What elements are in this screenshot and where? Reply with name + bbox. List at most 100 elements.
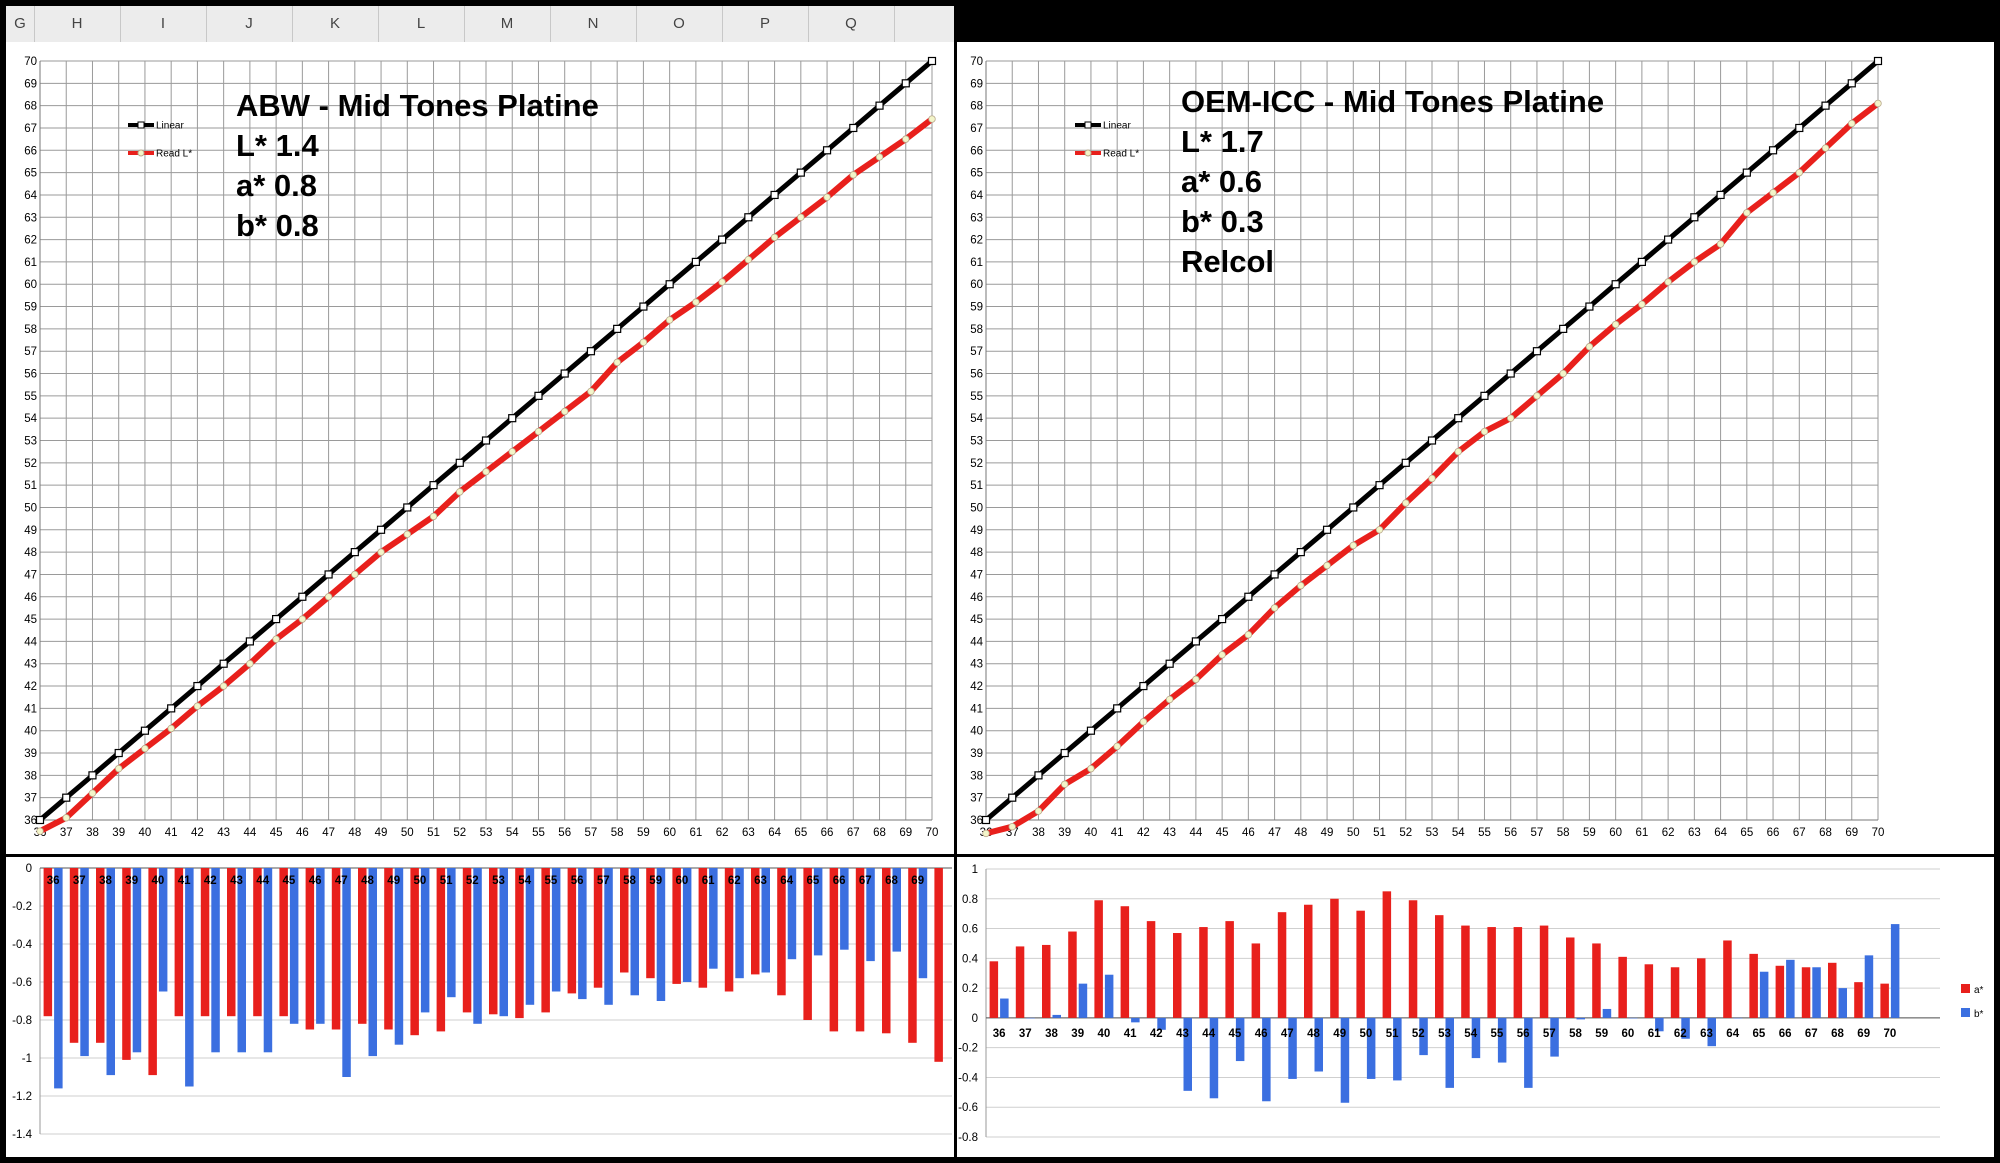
bar — [1602, 1008, 1612, 1018]
chart-oem-ab-bars: 1 0.8 0.6 0.4 0.2 0 -0.2 -0.4 -0.6 -0.8 36 37 38 39 40… — [957, 857, 1994, 1157]
x-tick-label: 63 — [1700, 1028, 1713, 1040]
x-tick-label: 52 — [1412, 1028, 1425, 1040]
y-tick-label: 49 — [24, 525, 37, 537]
data-point — [1218, 614, 1227, 624]
x-tick-label: 50 — [414, 875, 427, 887]
y-tick-label: -0.2 — [958, 1043, 978, 1055]
column-header-o[interactable]: O — [636, 6, 723, 42]
column-header-k[interactable]: K — [292, 6, 379, 42]
x-tick-label: 46 — [1242, 827, 1255, 839]
bar — [1539, 925, 1549, 1018]
data-point — [219, 659, 228, 668]
y-tick-label: 47 — [24, 569, 37, 581]
x-tick-label: 52 — [1399, 827, 1412, 839]
bar — [1157, 1017, 1166, 1030]
data-point — [875, 101, 884, 110]
data-point — [1034, 771, 1043, 780]
data-point — [1427, 436, 1437, 445]
column-header-l[interactable]: L — [378, 6, 465, 42]
bar — [1104, 974, 1114, 1018]
x-tick-label: 55 — [1478, 827, 1491, 839]
x-tick-label: 70 — [926, 827, 939, 839]
column-header-g[interactable]: G — [6, 6, 35, 42]
series-b-star — [1000, 924, 1900, 1103]
data-point — [1480, 391, 1489, 400]
y-tick-label: 63 — [970, 212, 983, 224]
bar — [1366, 1017, 1376, 1079]
data-point — [508, 447, 516, 456]
bar — [604, 868, 613, 1005]
y-tick-label: 70 — [24, 56, 37, 68]
bar — [892, 868, 901, 952]
data-point — [691, 257, 700, 267]
x-tick-label: 56 — [571, 875, 584, 887]
column-header-p[interactable]: P — [722, 6, 809, 42]
bar — [620, 868, 629, 973]
data-point — [508, 414, 517, 423]
bar — [1199, 927, 1208, 1018]
column-header-j[interactable]: J — [206, 6, 293, 42]
bar — [672, 868, 681, 984]
x-tick-label: 42 — [1137, 827, 1150, 839]
bar — [1655, 1017, 1664, 1032]
bar — [882, 868, 891, 1034]
data-point — [1192, 675, 1200, 684]
data-point — [482, 468, 490, 476]
y-tick-label: 67 — [24, 123, 37, 135]
bar — [1670, 967, 1680, 1018]
x-tick-label: 61 — [1635, 827, 1648, 839]
x-tick-label: 47 — [1268, 827, 1281, 839]
bar — [1052, 1014, 1061, 1018]
bar — [1131, 1017, 1140, 1023]
x-tick-label: 44 — [256, 875, 269, 887]
data-point — [1638, 300, 1646, 309]
bar — [1733, 1017, 1743, 1019]
x-tick-label: 66 — [833, 875, 846, 887]
y-tick-label: 53 — [24, 436, 37, 448]
column-header-q[interactable]: Q — [808, 6, 895, 42]
column-header-m[interactable]: M — [464, 6, 551, 42]
y-tick-label: -0.8 — [958, 1132, 978, 1144]
data-point — [429, 512, 438, 521]
data-point — [1533, 392, 1541, 400]
data-point — [167, 724, 175, 733]
y-tick-label: -1 — [22, 1053, 32, 1065]
data-point — [1061, 780, 1069, 788]
y-tick-label: -1.2 — [12, 1091, 32, 1103]
x-tick-label: 38 — [1032, 827, 1045, 839]
data-point — [245, 637, 254, 646]
bar — [1801, 967, 1811, 1018]
series-a-star — [43, 868, 917, 1076]
bar — [855, 868, 865, 1032]
x-tick-label: 43 — [230, 875, 243, 887]
legend: Linear Read L* — [1075, 121, 1139, 160]
data-point — [351, 570, 359, 579]
data-point — [1113, 742, 1121, 751]
x-tick-label: 64 — [768, 827, 781, 839]
y-tick-label: 50 — [24, 502, 37, 514]
data-point — [219, 682, 228, 690]
y-tick-label: 40 — [970, 726, 983, 738]
y-tick-label: 66 — [970, 145, 983, 157]
column-header-h[interactable]: H — [34, 6, 121, 42]
legend: Linear Read L* — [128, 121, 192, 160]
y-tick-label: 45 — [24, 614, 37, 626]
legend-swatch — [1961, 1008, 1970, 1017]
x-tick-label: 41 — [1124, 1028, 1137, 1040]
x-tick-label: 49 — [375, 827, 388, 839]
bar — [1854, 982, 1863, 1018]
x-tick-label: 47 — [322, 827, 335, 839]
bar — [1550, 1017, 1559, 1057]
data-point — [586, 347, 596, 356]
column-header-n[interactable]: N — [550, 6, 637, 42]
bar — [1419, 1017, 1428, 1056]
data-point — [62, 814, 70, 822]
x-tick-label: 42 — [191, 827, 204, 839]
bar — [1120, 906, 1130, 1018]
bar — [253, 868, 262, 1017]
bar — [227, 868, 236, 1017]
bar — [787, 868, 797, 960]
y-tick-label: 36 — [24, 815, 37, 827]
column-header-i[interactable]: I — [120, 6, 207, 42]
x-tick-label: 41 — [165, 827, 178, 839]
